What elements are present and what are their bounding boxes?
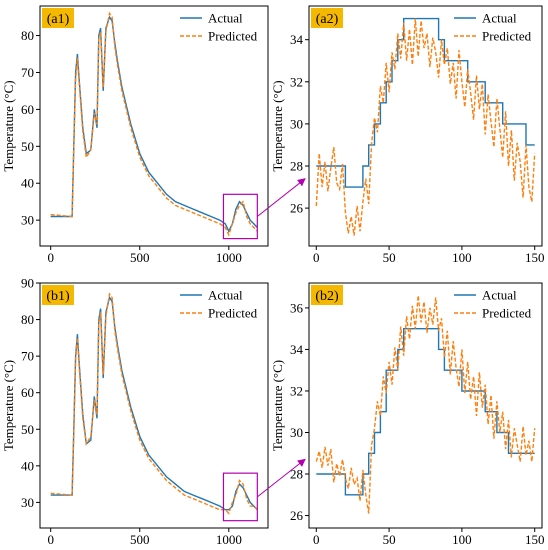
y-tick-label: 26 [290,201,304,216]
y-axis-label: Temperature (°C) [270,80,285,171]
x-tick-label: 500 [130,250,150,265]
panel-b2: 0 50 100 150 26 28 30 32 34 36 Temperature (°C) (b2… [270,282,545,547]
y-tick-label: 34 [290,342,304,357]
x-tick-label: 0 [313,532,320,547]
y-axis-label: Temperature (°C) [270,360,285,451]
x-tick-label: 100 [452,250,472,265]
x-tick-label: 0 [47,532,54,547]
y-tick-label: 70 [21,65,34,80]
x-tick-label: 1000 [216,250,242,265]
legend-label-predicted: Predicted [208,306,258,321]
panel-label-badge [42,8,74,28]
y-tick-label: 70 [21,349,34,364]
y-tick-label: 40 [21,458,34,473]
panel-b1: 0 500 1000 30 40 50 60 70 80 90 Temperature (°C) (b… [1,276,269,547]
y-tick-label: 30 [21,213,34,228]
series-line-predicted [315,18,536,236]
y-tick-label: 50 [21,139,34,154]
plot-frame [308,282,543,529]
x-tick-label: 0 [47,250,54,265]
y-axis-label: Temperature (°C) [1,80,16,171]
plot-frame [39,282,269,529]
panel-label-badge [311,8,343,28]
plot-frame [39,5,269,247]
y-tick-label: 40 [21,176,34,191]
panel-label: (b1) [46,289,70,304]
x-tick-label: 50 [383,532,396,547]
panel-label: (b2) [315,289,339,304]
y-tick-label: 30 [21,495,34,510]
panel-a1: 0 500 1000 30 40 50 60 70 80 Temperature (°C) (a1)… [1,5,269,265]
legend-label-actual: Actual [482,288,517,303]
y-tick-label: 80 [21,28,34,43]
zoom-region-box [222,193,258,240]
y-tick-label: 50 [21,422,34,437]
x-tick-label: 100 [452,532,472,547]
x-tick-label: 150 [525,532,545,547]
legend-label-predicted: Predicted [482,29,532,44]
panel-label: (a2) [316,12,339,27]
y-tick-label: 36 [290,300,304,315]
zoom-connector-arrow [257,458,306,498]
y-axis-label: Temperature (°C) [1,360,16,451]
y-tick-label: 32 [290,383,303,398]
x-tick-label: 150 [525,250,545,265]
panel-label-badge [42,285,74,305]
y-tick-label: 34 [290,32,304,47]
series-line-actual [50,295,258,511]
legend-label-actual: Actual [208,288,243,303]
plot-frame [308,5,543,247]
y-tick-label: 26 [290,508,304,523]
y-tick-label: 80 [21,312,34,327]
legend-label-predicted: Predicted [482,306,532,321]
panel-label-badge [311,285,343,305]
legend-label-actual: Actual [208,11,243,26]
y-tick-label: 30 [290,425,303,440]
x-tick-label: 0 [313,250,320,265]
y-tick-label: 28 [290,467,303,482]
series-line-predicted [50,292,258,515]
x-tick-label: 50 [383,250,396,265]
series-line-predicted [50,11,258,237]
x-tick-label: 500 [130,532,150,547]
series-line-actual [316,17,535,188]
y-tick-label: 60 [21,385,34,400]
panel-label: (a1) [47,12,70,27]
y-tick-label: 32 [290,74,303,89]
y-tick-label: 28 [290,159,303,174]
y-tick-label: 60 [21,102,34,117]
legend-label-actual: Actual [482,11,517,26]
x-tick-label: 1000 [216,532,242,547]
series-line-actual [316,328,535,496]
y-tick-label: 30 [290,116,303,131]
series-line-predicted [315,295,536,514]
panel-a2: 0 50 100 150 26 28 30 32 34 Temperature (°C) (a2) A… [270,5,545,265]
zoom-connector-arrow [257,178,306,217]
y-tick-label: 90 [21,276,34,291]
legend-label-predicted: Predicted [208,29,258,44]
